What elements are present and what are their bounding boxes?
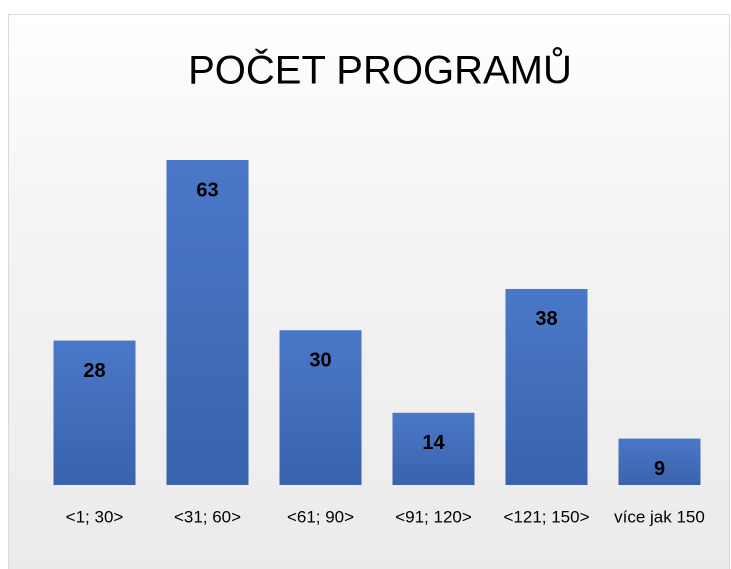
bar [166,160,249,485]
bar [53,340,136,485]
bar [279,330,362,485]
x-tick-label: <61; 90> [287,507,354,526]
x-tick-label: <91; 120> [395,507,472,526]
data-label: 14 [422,432,445,454]
data-label: 30 [309,350,331,372]
data-label: 38 [535,308,557,330]
bar [392,412,475,485]
data-label: 9 [654,458,665,480]
x-tick-label: <31; 60> [174,507,241,526]
chart-title: POČET PROGRAMŮ [188,46,572,93]
x-tick-label: <1; 30> [66,507,124,526]
bar [618,438,701,485]
data-label: 28 [83,360,105,382]
data-label: 63 [196,179,218,201]
bar [505,288,588,485]
chart-frame [8,14,730,569]
x-tick-label: více jak 150 [614,507,705,526]
x-tick-label: <121; 150> [503,507,589,526]
